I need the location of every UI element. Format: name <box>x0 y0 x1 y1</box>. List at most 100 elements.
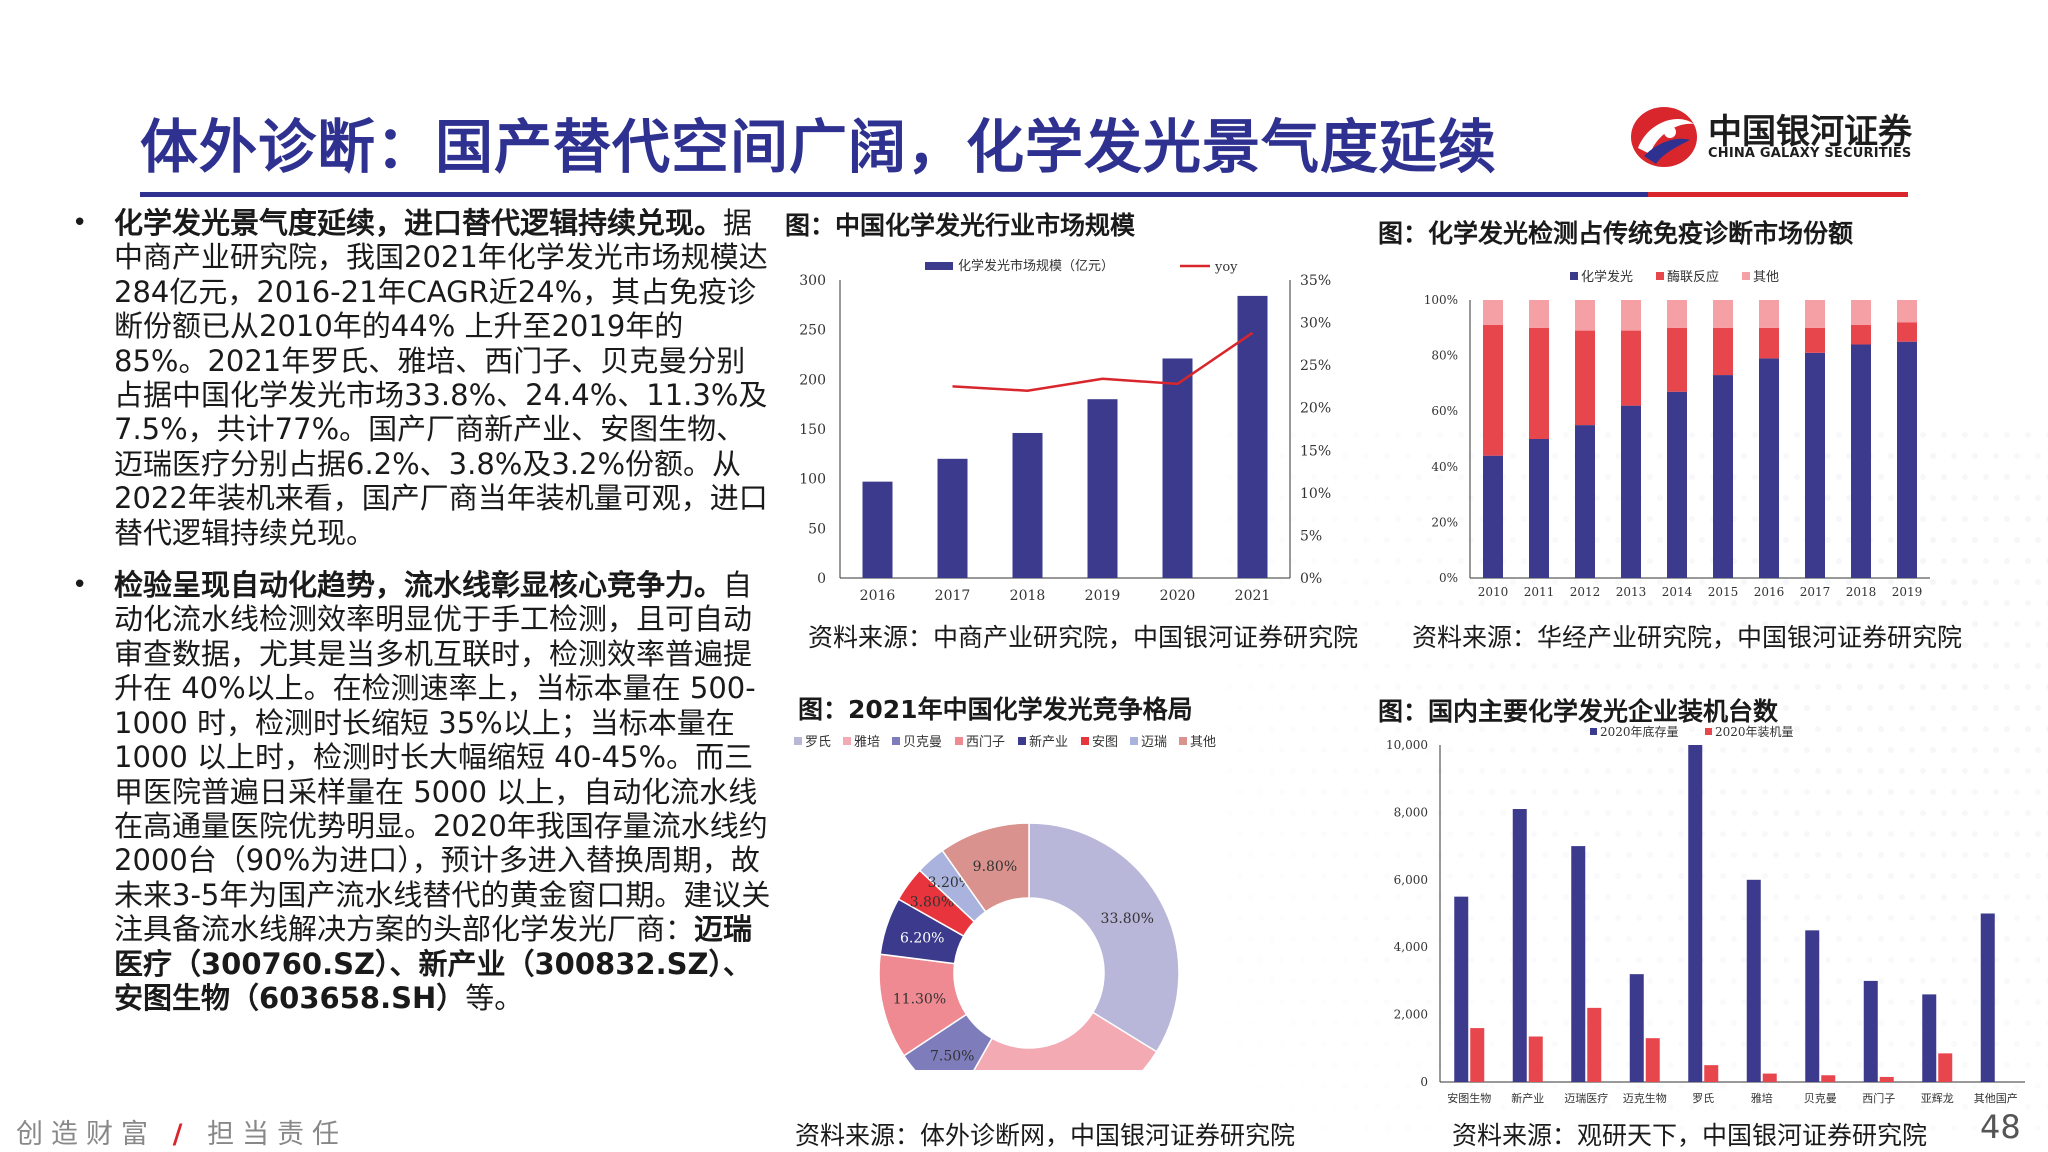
bg-dot <box>1374 978 1380 984</box>
bg-dot <box>1374 768 1380 774</box>
bar-segment-化学发光 <box>1667 391 1687 578</box>
bg-dot <box>1972 621 1978 627</box>
bullet-1-lead: 化学发光景气度延续，进口替代逻辑持续兑现。 <box>114 206 724 240</box>
bg-dot <box>1794 642 1800 648</box>
bg-dot <box>2035 705 2041 711</box>
bg-dot <box>1815 684 1821 690</box>
bg-dot <box>1636 1083 1642 1089</box>
bg-dot <box>1552 1083 1558 1089</box>
bg-dot <box>1311 642 1317 648</box>
bg-dot <box>1363 789 1369 795</box>
bg-dot <box>1458 852 1464 858</box>
bg-dot <box>1531 705 1537 711</box>
bar-market-size <box>937 458 968 578</box>
bg-dot <box>1647 978 1653 984</box>
bg-dot <box>1500 852 1506 858</box>
bg-dot <box>1563 726 1569 732</box>
bg-dot <box>1374 516 1380 522</box>
bg-dot <box>1542 600 1548 606</box>
slice-data-label: 9.80% <box>973 859 1017 875</box>
bg-dot <box>1374 726 1380 732</box>
bg-dot <box>1615 1041 1621 1047</box>
bg-dot <box>1332 726 1338 732</box>
bg-dot <box>1300 453 1306 459</box>
bg-dot <box>1531 789 1537 795</box>
bg-dot <box>1983 684 1989 690</box>
bg-dot <box>1678 579 1684 585</box>
bg-dot <box>1542 642 1548 648</box>
bg-dot <box>1521 432 1527 438</box>
bg-dot <box>1248 768 1254 774</box>
bg-dot <box>1447 873 1453 879</box>
bg-dot <box>1741 831 1747 837</box>
bg-dot <box>1269 768 1275 774</box>
bg-dot <box>1867 705 1873 711</box>
bg-dot <box>1437 1104 1443 1110</box>
bg-dot <box>1867 621 1873 627</box>
bg-dot <box>1342 915 1348 921</box>
bg-dot <box>1584 684 1590 690</box>
bg-dot <box>1384 999 1390 1005</box>
bg-dot <box>1395 768 1401 774</box>
y-tick-label: 0% <box>1439 571 1458 585</box>
bg-dot <box>1783 1083 1789 1089</box>
bg-dot <box>1689 516 1695 522</box>
bg-dot <box>1311 558 1317 564</box>
bg-dot <box>1678 999 1684 1005</box>
bg-dot <box>1615 621 1621 627</box>
bg-dot <box>1878 894 1884 900</box>
bg-dot <box>1983 894 1989 900</box>
bg-dot <box>1615 453 1621 459</box>
bg-dot <box>1888 1125 1894 1131</box>
bg-dot <box>1983 558 1989 564</box>
bg-dot <box>1941 852 1947 858</box>
bg-dot <box>1605 600 1611 606</box>
bg-dot <box>1647 558 1653 564</box>
bg-dot <box>1353 516 1359 522</box>
bg-dot <box>1489 579 1495 585</box>
bg-dot <box>1416 558 1422 564</box>
bg-dot <box>1846 831 1852 837</box>
legend-label-酶联反应: 酶联反应 <box>1667 269 1719 285</box>
bg-dot <box>1563 978 1569 984</box>
bg-dot <box>1531 1083 1537 1089</box>
bg-dot <box>1321 747 1327 753</box>
bg-dot <box>1626 936 1632 942</box>
bg-dot <box>1657 999 1663 1005</box>
bg-dot <box>1951 957 1957 963</box>
bg-dot <box>1689 684 1695 690</box>
bg-dot <box>1447 1083 1453 1089</box>
bg-dot <box>1416 642 1422 648</box>
bg-dot <box>1909 957 1915 963</box>
bar-segment-化学发光 <box>1759 358 1779 578</box>
bg-dot <box>1321 705 1327 711</box>
x-tick-label: 罗氏 <box>1692 1092 1714 1105</box>
bg-dot <box>1521 474 1527 480</box>
bg-dot <box>1983 642 1989 648</box>
legend-label-迈瑞: 迈瑞 <box>1141 735 1167 750</box>
bg-dot <box>1300 495 1306 501</box>
bg-dot <box>1867 957 1873 963</box>
bg-dot <box>1363 621 1369 627</box>
bg-dot <box>2025 684 2031 690</box>
legend-label-新产业: 新产业 <box>1029 734 1068 750</box>
bg-dot <box>1762 999 1768 1005</box>
bg-dot <box>1542 1104 1548 1110</box>
bg-dot <box>1563 516 1569 522</box>
bg-dot <box>1594 831 1600 837</box>
bg-dot <box>1353 1020 1359 1026</box>
bg-dot <box>1920 978 1926 984</box>
bg-dot <box>1867 873 1873 879</box>
bg-dot <box>1626 852 1632 858</box>
x-tick-label: 2021 <box>1235 588 1271 604</box>
bg-dot <box>1930 831 1936 837</box>
bg-dot <box>1878 474 1884 480</box>
bg-dot <box>1468 957 1474 963</box>
bg-dot <box>1899 1020 1905 1026</box>
bg-dot <box>1321 915 1327 921</box>
bg-dot <box>1300 873 1306 879</box>
bg-dot <box>2014 873 2020 879</box>
chart-2-source: 资料来源：华经产业研究院，中国银河证券研究院 <box>1412 623 1963 652</box>
bg-dot <box>1384 495 1390 501</box>
bar-segment-其他 <box>1805 300 1825 328</box>
